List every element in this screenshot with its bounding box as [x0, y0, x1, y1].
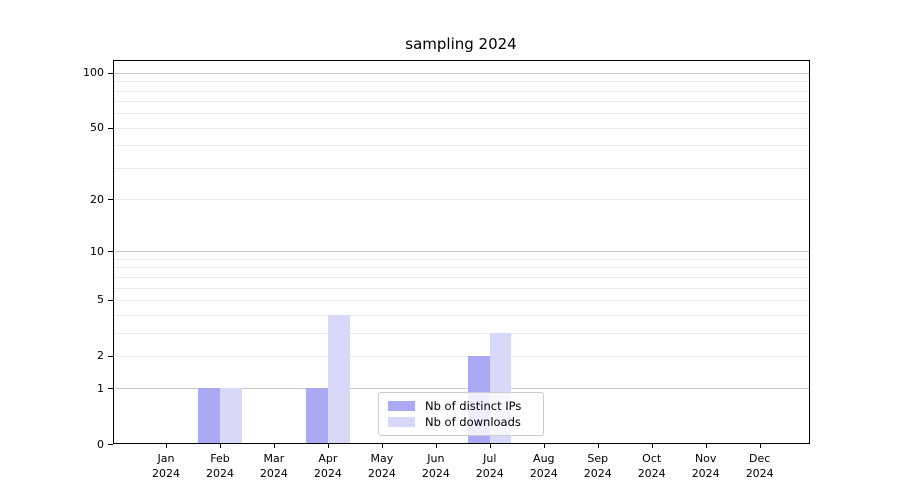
y-tick-label: 50 — [90, 121, 104, 135]
gridline-minor — [113, 127, 810, 129]
x-tick-label: May 2024 — [367, 452, 396, 480]
x-tick-label: Oct 2024 — [637, 452, 666, 480]
x-tick-mark — [273, 444, 275, 448]
y-tick-mark — [108, 72, 113, 74]
x-tick-label: Mar 2024 — [259, 452, 288, 480]
gridline-major — [113, 72, 810, 74]
legend-item-distinct-ips: Nb of distinct IPs — [388, 399, 534, 413]
x-tick-mark — [220, 444, 221, 448]
gridline-minor — [113, 355, 810, 357]
gridline-major — [113, 251, 810, 253]
y-tick-label: 2 — [97, 349, 104, 363]
x-tick-mark — [327, 444, 329, 448]
x-tick-mark — [705, 444, 707, 448]
legend: Nb of distinct IPs Nb of downloads — [378, 392, 544, 436]
gridline-minor — [113, 314, 810, 316]
gridline-minor — [113, 81, 810, 83]
x-tick-mark — [543, 444, 545, 448]
x-tick-mark — [489, 444, 491, 448]
gridline-minor — [113, 199, 810, 201]
x-tick-mark — [651, 444, 653, 448]
gridline-minor — [113, 276, 810, 278]
bar-distinct-ips-apr — [306, 388, 328, 444]
x-tick-label: Dec 2024 — [745, 452, 774, 480]
y-tick-label: 0 — [97, 437, 104, 451]
bar-distinct-ips-feb — [198, 388, 220, 444]
x-tick-mark — [381, 444, 383, 448]
x-tick-mark — [166, 444, 167, 448]
x-tick-label: Nov 2024 — [691, 452, 720, 480]
bar-downloads-feb — [220, 388, 242, 444]
gridline-minor — [113, 332, 810, 334]
x-tick-label: Jan 2024 — [152, 452, 180, 480]
legend-swatch-downloads — [388, 417, 415, 428]
y-tick-mark — [108, 199, 113, 201]
gridline-minor — [113, 145, 810, 147]
legend-label-downloads: Nb of downloads — [425, 415, 521, 430]
y-tick-mark — [108, 388, 113, 390]
x-tick-label: Jun 2024 — [421, 452, 450, 480]
gridline-minor — [113, 90, 810, 92]
x-tick-mark — [759, 444, 761, 448]
gridline-minor — [113, 287, 810, 289]
x-tick-label: Sep 2024 — [583, 452, 612, 480]
gridline-minor — [113, 167, 810, 169]
gridline-major — [113, 388, 810, 390]
x-tick-label: Aug 2024 — [529, 452, 558, 480]
x-tick-label: Feb 2024 — [206, 452, 234, 480]
gridline-minor — [113, 299, 810, 301]
x-tick-label: Apr 2024 — [313, 452, 342, 480]
y-tick-label: 10 — [90, 244, 104, 258]
y-tick-mark — [108, 355, 113, 357]
x-tick-label: Jul 2024 — [475, 452, 504, 480]
gridline-minor — [113, 258, 810, 260]
y-tick-mark — [108, 444, 113, 445]
y-tick-label: 20 — [90, 192, 104, 206]
gridline-minor — [113, 267, 810, 269]
gridline-minor — [113, 101, 810, 103]
legend-swatch-distinct-ips — [388, 400, 415, 411]
y-tick-mark — [108, 251, 113, 253]
legend-item-downloads: Nb of downloads — [388, 415, 534, 429]
y-tick-mark — [108, 127, 113, 129]
y-tick-label: 100 — [83, 66, 104, 80]
chart-title: sampling 2024 — [405, 35, 517, 53]
y-tick-label: 1 — [97, 381, 104, 395]
x-tick-mark — [597, 444, 599, 448]
y-tick-label: 5 — [97, 293, 104, 307]
x-tick-mark — [435, 444, 437, 448]
bar-downloads-apr — [327, 314, 350, 444]
legend-label-distinct-ips: Nb of distinct IPs — [425, 398, 522, 413]
gridline-minor — [113, 113, 810, 115]
plot-area — [113, 60, 810, 444]
y-tick-mark — [108, 299, 113, 301]
